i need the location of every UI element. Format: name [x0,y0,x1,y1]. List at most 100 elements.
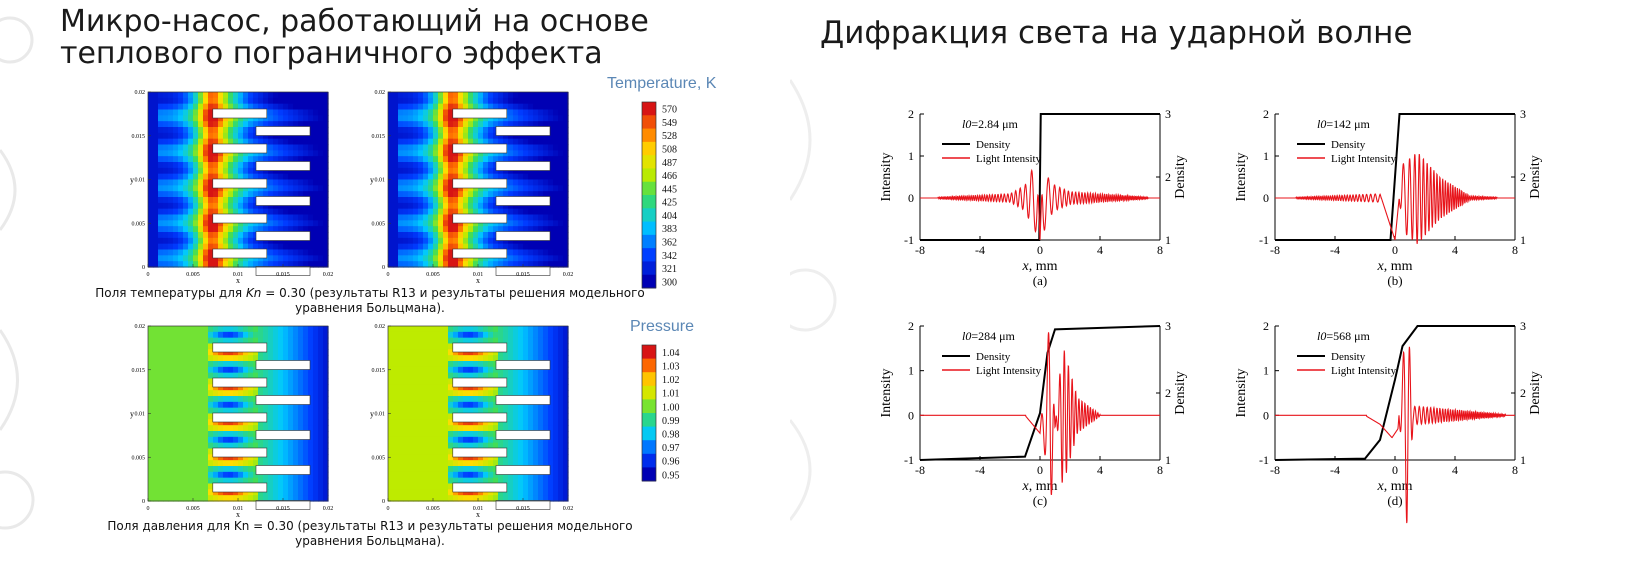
contour-cell [283,109,289,116]
heater-plate [495,430,551,440]
contour-cell [283,208,289,216]
temperature-colorbar-tick-label: 487 [662,158,677,169]
contour-cell [148,226,154,233]
contour-cell [273,419,279,426]
contour-cell [438,261,444,268]
contour-cell [548,349,554,356]
contour-cell [443,454,449,461]
contour-cell [263,331,269,339]
contour-cell [508,413,514,420]
contour-cell [388,390,394,397]
contour-cell [323,396,329,403]
contour-cell [513,355,519,362]
contour-cell [298,384,304,391]
contour-cell [433,495,439,502]
contour-cell [283,372,289,380]
contour-cell [318,343,324,350]
contour-cell [478,326,484,333]
contour-cell [538,366,544,374]
contour-cell [188,355,194,362]
contour-cell [388,109,394,116]
contour-cell [223,138,229,146]
contour-cell [483,156,489,163]
contour-cell [168,255,174,262]
contour-cell [303,97,309,105]
contour-cell [533,407,539,415]
contour-cell [493,132,499,140]
contour-cell [223,255,229,262]
contour-cell [248,150,254,157]
contour-cell [258,150,264,157]
contour-x-tick-label: 0 [387,272,390,278]
contour-cell [173,191,179,198]
contour-cell [543,237,549,245]
contour-cell [183,237,189,245]
contour-cell [168,214,174,221]
contour-cell [513,442,519,450]
contour-cell [428,132,434,140]
contour-cell [223,167,229,175]
heater-plate [212,143,268,154]
contour-cell [243,220,249,227]
contour-cell [298,390,304,397]
contour-cell [533,460,539,467]
contour-cell [398,103,404,111]
contour-cell [163,197,169,204]
contour-cell [318,390,324,397]
contour-cell [393,331,399,339]
contour-cell [258,156,264,163]
contour-cell [168,436,174,444]
contour-cell [183,378,189,385]
contour-cell [403,191,409,198]
contour-cell [223,471,229,479]
contour-cell [183,436,189,444]
contour-cell [463,167,469,175]
contour-cell [528,121,534,128]
contour-cell [183,144,189,151]
contour-cell [213,460,219,467]
contour-cell [168,396,174,403]
contour-cell [208,237,214,245]
contour-cell [543,343,549,350]
contour-cell [493,390,499,397]
contour-cell [448,127,454,134]
contour-cell [238,261,244,268]
contour-cell [288,366,294,374]
contour-cell [168,471,174,479]
contour-cell [503,349,509,356]
contour-cell [218,401,224,409]
annotation-value: =284 μm [971,329,1015,343]
contour-cell [293,97,299,105]
contour-cell [153,331,159,339]
contour-cell [203,431,209,438]
contour-cell [413,132,419,140]
contour-cell [403,138,409,146]
contour-cell [433,407,439,415]
contour-cell [388,103,394,111]
contour-cell [443,436,449,444]
contour-cell [498,477,504,485]
contour-cell [538,413,544,420]
contour-cell [243,156,249,163]
contour-cell [403,103,409,111]
contour-cell [248,237,254,245]
heater-plate [212,178,268,189]
contour-cell [393,109,399,116]
contour-cell [543,337,549,345]
contour-cell [193,138,199,146]
contour-cell [563,138,569,146]
contour-cell [283,92,289,99]
contour-cell [453,454,459,461]
contour-cell [443,489,449,496]
contour-cell [538,132,544,140]
contour-cell [533,202,539,210]
contour-cell [238,337,244,345]
contour-cell [413,121,419,128]
contour-cell [283,384,289,391]
contour-cell [428,366,434,374]
contour-cell [223,401,229,409]
contour-cell [498,92,504,99]
contour-cell [448,162,454,169]
contour-cell [303,208,309,216]
contour-cell [438,197,444,204]
